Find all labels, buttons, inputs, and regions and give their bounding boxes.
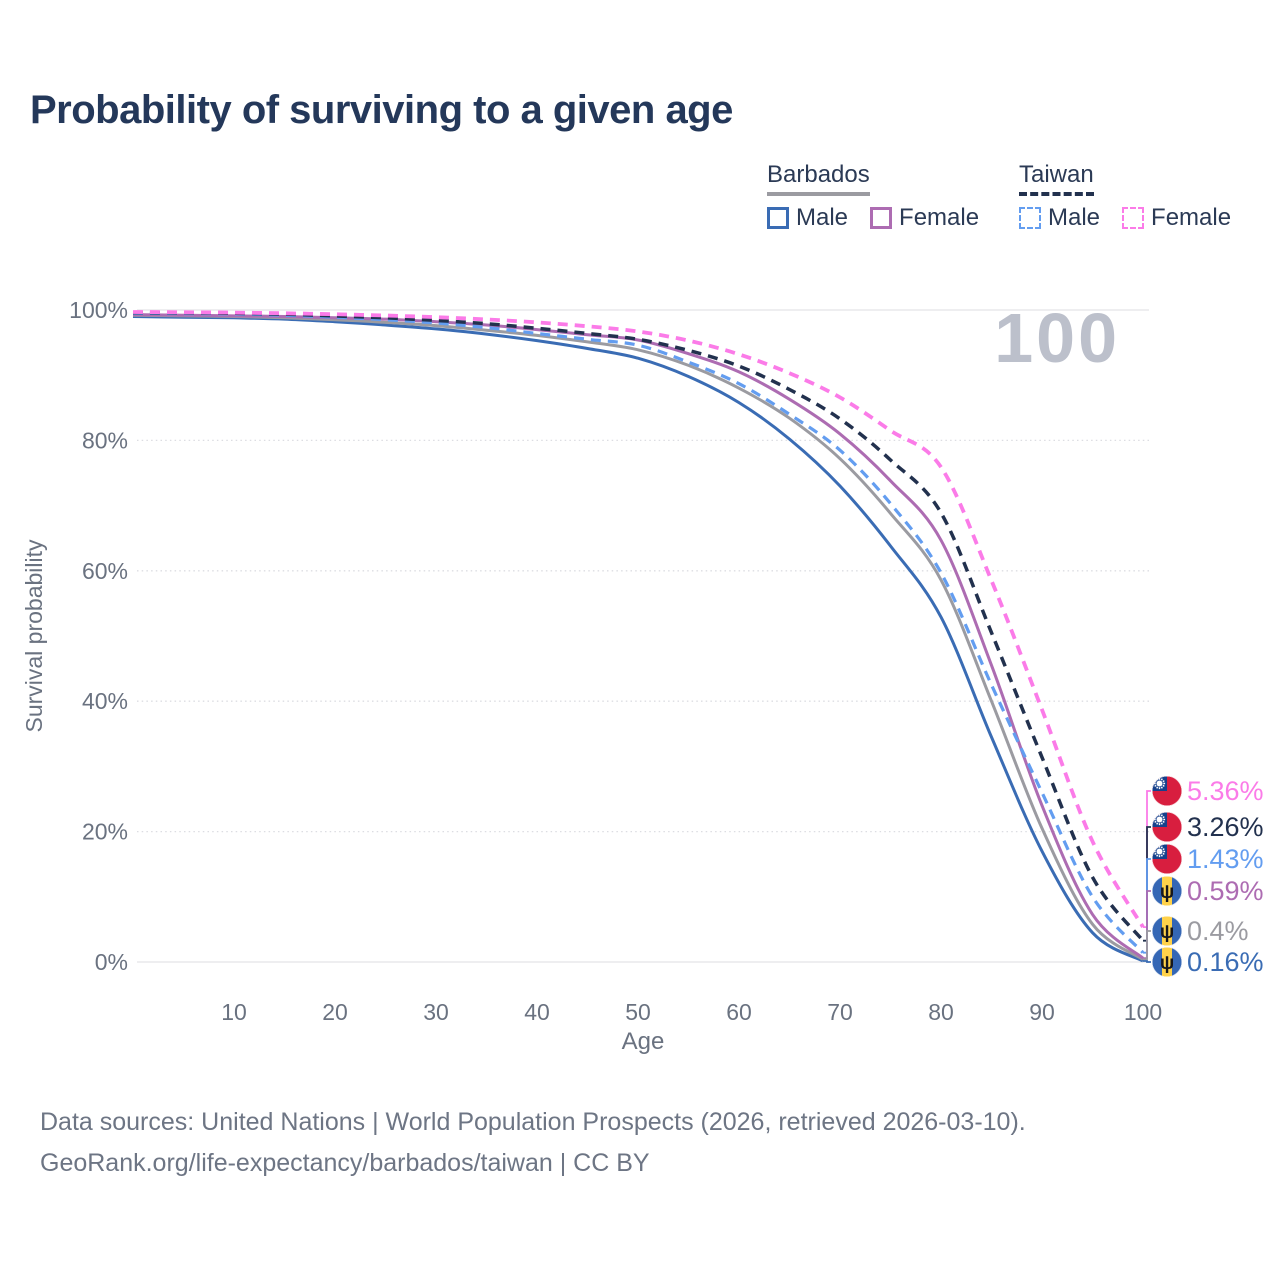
dashed-line-swatch-icon	[1122, 207, 1145, 229]
x-tick-label-70: 70	[827, 999, 853, 1025]
legend-country-taiwan[interactable]: Taiwan	[1019, 160, 1094, 196]
legend-item-taiwan-female[interactable]: Female	[1122, 204, 1231, 232]
end-label-leader-barbados-male	[1143, 960, 1151, 963]
y-tick-label-40: 40%	[82, 688, 128, 714]
x-tick-label-40: 40	[524, 999, 550, 1025]
barbados-flag-icon: ψ	[1152, 916, 1182, 946]
y-tick-label-20: 20%	[82, 819, 128, 845]
legend-item-barbados-male[interactable]: Male	[767, 204, 848, 232]
y-tick-label-60: 60%	[82, 558, 128, 584]
curve-taiwan-both-sexes	[132, 310, 1145, 942]
x-tick-label-20: 20	[322, 999, 348, 1025]
curve-barbados-both-sexes	[132, 313, 1144, 961]
legend-item-label: Female	[899, 204, 980, 231]
legend: Barbados Male Female Taiwan Male Female	[0, 160, 1280, 250]
dashed-line-swatch-icon	[1019, 207, 1041, 229]
x-tick-label-90: 90	[1029, 999, 1055, 1025]
curve-barbados-male	[132, 315, 1144, 963]
solid-line-swatch-icon	[870, 207, 893, 229]
x-tick-label-100: 100	[1124, 999, 1162, 1025]
x-tick-label-50: 50	[625, 999, 651, 1025]
footer-data-sources: Data sources: United Nations | World Pop…	[40, 1108, 1026, 1136]
end-label-value-barbados-both-sexes: 0.4%	[1187, 916, 1249, 946]
x-axis-title: Age	[622, 1028, 665, 1055]
legend-item-label: Male	[796, 204, 849, 231]
legend-group-taiwan: Taiwan Male Female	[1019, 160, 1231, 232]
age-watermark: 100	[994, 299, 1120, 377]
x-tick-label-30: 30	[423, 999, 449, 1025]
taiwan-flag-icon	[1152, 812, 1182, 842]
end-label-leader-barbados-both-sexes	[1143, 930, 1151, 961]
taiwan-flag-icon	[1152, 776, 1182, 806]
barbados-flag-icon: ψ	[1152, 876, 1182, 906]
end-label-value-taiwan-both-sexes: 3.26%	[1187, 812, 1264, 842]
svg-text:ψ: ψ	[1160, 882, 1174, 903]
legend-item-taiwan-male[interactable]: Male	[1019, 204, 1100, 232]
legend-item-barbados-female[interactable]: Female	[870, 204, 979, 232]
taiwan-flag-icon	[1152, 844, 1182, 874]
legend-items: Male Female	[1019, 204, 1231, 232]
end-label-value-taiwan-female: 5.36%	[1187, 776, 1264, 806]
y-axis-title: Survival probability	[21, 539, 47, 733]
y-tick-label-0: 0%	[95, 949, 128, 975]
x-tick-label-60: 60	[726, 999, 752, 1025]
curve-barbados-female	[132, 313, 1144, 960]
solid-line-swatch-icon	[767, 207, 789, 229]
end-label-value-barbados-male: 0.16%	[1187, 947, 1264, 977]
svg-text:ψ: ψ	[1160, 953, 1174, 974]
barbados-flag-icon: ψ	[1152, 947, 1182, 977]
x-tick-label-10: 10	[221, 999, 247, 1025]
y-tick-label-80: 80%	[82, 427, 128, 453]
legend-item-label: Female	[1151, 204, 1232, 231]
y-tick-label-100: 100%	[69, 297, 128, 323]
page-title: Probability of surviving to a given age	[30, 88, 733, 132]
legend-country-barbados[interactable]: Barbados	[767, 160, 870, 196]
end-label-value-taiwan-male: 1.43%	[1187, 844, 1264, 874]
curve-taiwan-female	[132, 310, 1145, 929]
footer-attribution: GeoRank.org/life-expectancy/barbados/tai…	[40, 1149, 650, 1177]
curve-taiwan-male	[132, 311, 1145, 954]
legend-group-barbados: Barbados Male Female	[767, 160, 979, 232]
legend-item-label: Male	[1048, 204, 1101, 231]
footer: Data sources: United Nations | World Pop…	[40, 1102, 1026, 1184]
end-label-value-barbados-female: 0.59%	[1187, 876, 1264, 906]
svg-text:ψ: ψ	[1160, 922, 1174, 943]
legend-items: Male Female	[767, 204, 979, 232]
end-label-leader-barbados-female	[1143, 890, 1151, 960]
x-tick-label-80: 80	[928, 999, 954, 1025]
